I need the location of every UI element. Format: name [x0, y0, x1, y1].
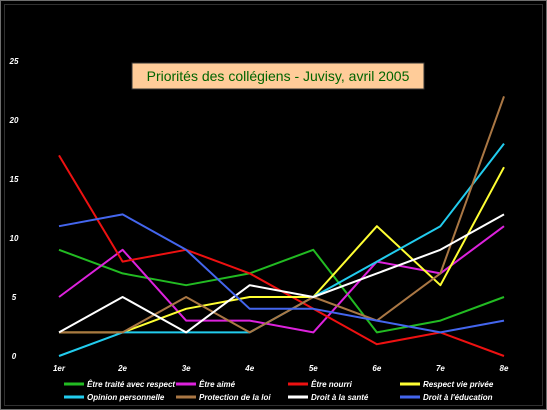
x-tick-label: 6e: [372, 364, 381, 373]
legend-label: Respect vie privée: [423, 380, 494, 389]
series-line-3: [59, 166, 505, 334]
chart-title: Priorités des collégiens - Juvisy, avril…: [147, 68, 410, 84]
legend-label: Être traité avec respect: [87, 380, 175, 389]
series-line-7: [58, 213, 505, 334]
y-tick-label: 0: [12, 352, 17, 361]
legend-label: Droit à l'éducation: [423, 393, 493, 402]
x-tick-label: 3e: [182, 364, 191, 373]
x-tick-label: 8e: [500, 364, 509, 373]
series-line-0: [58, 248, 505, 334]
x-tick-label: 1er: [53, 364, 66, 373]
chart-title-box: Priorités des collégiens - Juvisy, avril…: [131, 62, 425, 90]
y-tick-label: 5: [12, 293, 17, 302]
y-tick-label: 10: [10, 234, 19, 243]
series-line-5: [59, 96, 505, 334]
y-axis-ticks: 0 5 10 15 20 25: [9, 57, 19, 361]
legend-label: Opinion personnelle: [87, 393, 165, 402]
y-tick-label: 20: [9, 116, 19, 125]
x-tick-label: 4e: [244, 364, 254, 373]
series-line-1: [58, 225, 505, 334]
series-line-6: [58, 213, 505, 334]
x-tick-label: 2e: [117, 364, 127, 373]
legend-label: Droit à la santé: [311, 393, 369, 402]
legend-label: Protection de la loi: [199, 393, 271, 402]
series-lines: [58, 96, 505, 357]
series-line-4: [58, 142, 505, 357]
y-tick-label: 25: [9, 57, 19, 66]
y-tick-label: 15: [10, 175, 19, 184]
legend-label: Être nourri: [311, 380, 353, 389]
x-tick-label: 5e: [309, 364, 318, 373]
title-background: [131, 62, 425, 90]
legend: Être traité avec respect Être aimé Être no…: [64, 380, 494, 402]
x-tick-label: 7e: [436, 364, 445, 373]
x-axis-ticks: 1er 2e 3e 4e 5e 6e 7e 8e: [53, 364, 509, 373]
legend-label: Être aimé: [199, 380, 236, 389]
